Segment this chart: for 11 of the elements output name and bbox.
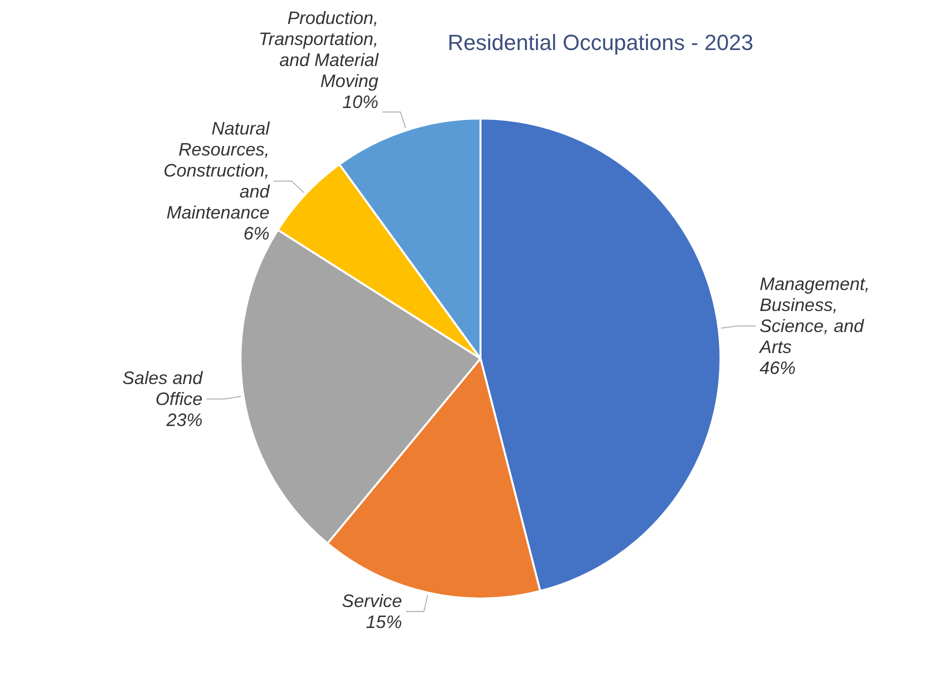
slice-label: Management, Business, Science, and Arts (758, 274, 870, 358)
data-label: 46% (760, 358, 796, 378)
slice-label: Sales and Office (122, 368, 204, 410)
data-label: 23% (165, 410, 202, 430)
text: Residential Occupations - 2023 (448, 30, 754, 55)
slice-label: Natural Resources, Construction, and Maintenance (164, 118, 271, 223)
data-label: 6% (244, 224, 270, 244)
slice-label: Production, Transportation, and Material Moving (258, 8, 380, 91)
slice-label: Service (342, 590, 402, 611)
data-label: 10% (342, 92, 378, 112)
data-label: 15% (366, 612, 402, 632)
